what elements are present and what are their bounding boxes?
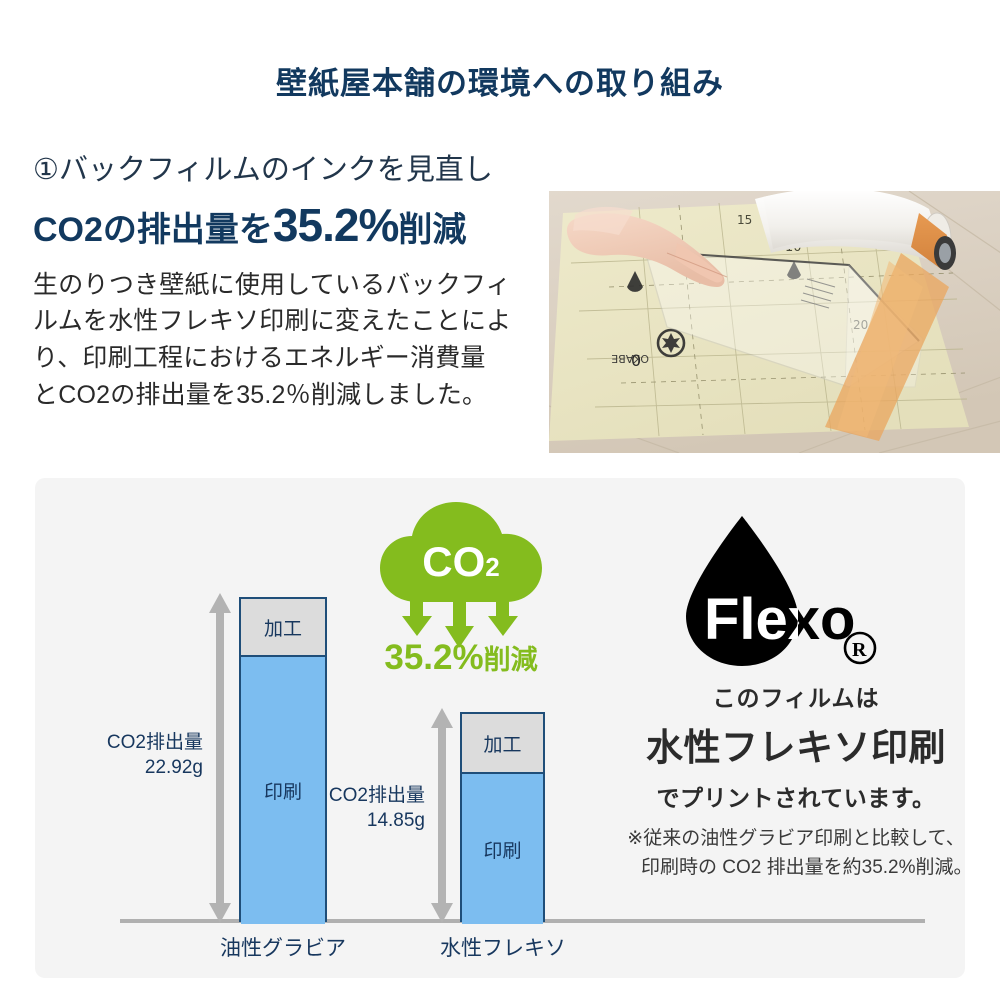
flexo-wordmark-inner: Flexo xyxy=(704,587,856,652)
flexo-line2: 水性フレキソ印刷 xyxy=(646,727,946,768)
measure-arrow-oil xyxy=(209,593,231,923)
page-title: 壁紙屋本舗の環境への取り組み xyxy=(276,66,724,101)
headline-prefix: CO2の排出量を xyxy=(33,211,273,250)
flexo-line1: このフィルムは xyxy=(712,685,880,711)
flexo-block: Flexo Flexo R このフィルムは 水性フレキソ印刷 でプリントされて xyxy=(627,508,973,928)
wallpaper-film-photo: OKABE 0 10 15 20 xyxy=(549,191,1000,453)
flexo-note-line: ※従来の油性グラビア印刷と比較して、 xyxy=(627,828,965,849)
bar-segment-printing: 印刷 xyxy=(462,774,543,924)
cloud-co2-label: CO2 xyxy=(366,538,556,586)
category-label-water: 水性フレキソ xyxy=(440,937,566,960)
measure-label-text: CO2排出量 xyxy=(328,785,425,806)
flexo-note-line: 印刷時の CO2 排出量を約35.2%削減。 xyxy=(641,856,973,878)
measure-arrow-water xyxy=(431,708,453,923)
intro-body-line: とCO2の排出量を35.2％削減しました。 xyxy=(33,380,488,409)
bar-oil-gravure: 加工 印刷 xyxy=(239,597,327,924)
bar-segment-printing: 印刷 xyxy=(241,657,325,924)
cloud-icon xyxy=(380,502,542,648)
intro-block: ①バックフィルムのインクを見直し CO2の排出量を 35.2% 削減 生のりつき… xyxy=(33,152,538,414)
co2-cloud-graphic: CO2 xyxy=(366,490,556,670)
flexo-note: ※従来の油性グラビア印刷と比較して、 印刷時の CO2 排出量を約35.2%削減… xyxy=(627,825,973,882)
intro-lead: ①バックフィルムのインクを見直し xyxy=(33,154,493,186)
reduction-text: 35.2%削減 xyxy=(353,638,569,678)
intro-headline: CO2の排出量を 35.2% 削減 xyxy=(33,198,538,252)
svg-text:R: R xyxy=(852,639,867,661)
measure-label-water: CO2排出量 14.85g xyxy=(297,783,425,834)
svg-text:OKABE: OKABE xyxy=(611,352,649,365)
category-label-oil: 油性グラビア xyxy=(220,937,346,960)
bar-segment-processing: 加工 xyxy=(241,599,325,657)
measure-label-oil: CO2排出量 22.92g xyxy=(75,730,203,781)
flexo-line3: でプリントされています。 xyxy=(656,785,936,811)
bar-water-flexo: 加工 印刷 xyxy=(460,712,545,924)
svg-text:15: 15 xyxy=(737,213,752,227)
intro-body-line: ルムを水性フレキソ印刷に変えたことによ xyxy=(33,307,512,336)
cloud-co2-main: CO xyxy=(422,538,486,585)
cloud-co2-subscript: 2 xyxy=(485,552,500,582)
measure-label-value: 14.85g xyxy=(366,810,425,832)
reduction-word: 削減 xyxy=(483,645,538,675)
intro-body-line: り、印刷工程におけるエネルギー消費量 xyxy=(33,344,486,373)
flexo-logo: Flexo Flexo R xyxy=(627,508,965,673)
ink-drop-icon: Flexo Flexo R xyxy=(686,516,877,666)
intro-body-line: 生のりつき壁紙に使用しているバックフィ xyxy=(33,270,511,299)
measure-label-value: 22.92g xyxy=(144,757,203,779)
intro-body: 生のりつき壁紙に使用しているバックフィ ルムを水性フレキソ印刷に変えたことによ … xyxy=(33,267,538,414)
co2-bar-chart: CO2排出量 22.92g CO2排出量 14.85g 加工 印刷 加工 印刷 … xyxy=(35,478,925,978)
photo-illustration: OKABE 0 10 15 20 xyxy=(549,191,1000,453)
svg-text:0: 0 xyxy=(631,351,641,370)
headline-number: 35.2% xyxy=(272,199,399,252)
comparison-panel: CO2排出量 22.92g CO2排出量 14.85g 加工 印刷 加工 印刷 … xyxy=(35,478,973,978)
svg-text:20: 20 xyxy=(853,318,868,332)
registered-mark-icon: R xyxy=(843,631,877,665)
reduction-number: 35.2% xyxy=(384,638,484,677)
measure-label-text: CO2排出量 xyxy=(106,732,203,753)
bar-segment-processing: 加工 xyxy=(462,714,543,774)
headline-suffix: 削減 xyxy=(398,211,467,250)
